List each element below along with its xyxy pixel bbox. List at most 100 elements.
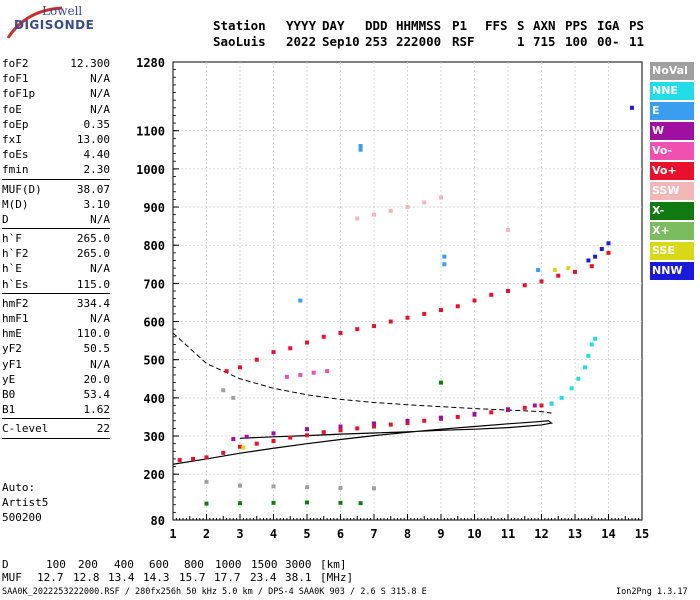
param-name: h`F	[2, 232, 22, 246]
echo-point	[204, 479, 209, 484]
param-group-f-region: foF2 12.300 foF1 N/A foF1p N/A foE N/A foEp 0.35 f…	[2, 56, 110, 178]
muf-1500: 23.4	[250, 571, 277, 584]
echo-point	[191, 456, 196, 461]
echo-point	[556, 273, 561, 278]
echo-point	[244, 434, 249, 439]
param-divider	[2, 292, 110, 294]
echo-point	[539, 279, 544, 284]
param-row: foEp 0.35	[2, 117, 110, 132]
echo-point	[439, 415, 443, 420]
echo-point	[455, 304, 460, 309]
muf-100: 12.7	[37, 571, 64, 584]
x-tick-label: 7	[370, 527, 377, 541]
echo-point	[254, 357, 259, 362]
param-name: fxI	[2, 132, 22, 146]
param-row: fxI 13.00	[2, 132, 110, 147]
y-tick-label: 80	[151, 514, 165, 528]
muf-1000: 17.7	[214, 571, 241, 584]
echo-point	[552, 268, 557, 273]
hdr-year-label: YYYY	[286, 18, 317, 33]
param-value: N/A	[90, 212, 110, 226]
param-divider	[2, 228, 110, 230]
param-value: 2.30	[83, 163, 111, 177]
x-tick-label: 14	[601, 527, 615, 541]
echo-point	[338, 330, 343, 335]
echo-point	[238, 483, 242, 488]
x-tick-label: 9	[437, 527, 444, 541]
echo-point	[522, 405, 527, 410]
echo-point	[532, 403, 537, 408]
echo-point	[472, 298, 477, 303]
autoscale-program: Artist5	[2, 496, 49, 509]
legend-item-ssw: SSW	[650, 182, 694, 200]
param-value: 334.4	[76, 296, 110, 310]
echo-point	[442, 262, 447, 267]
lowell-digisonde-logo: Lowell DIGISONDE	[2, 4, 94, 44]
echo-point	[305, 427, 309, 432]
echo-point	[338, 424, 343, 429]
param-row: h`E N/A	[2, 261, 110, 276]
echo-point	[599, 247, 604, 252]
param-group-confidence: C-level 22	[2, 421, 110, 436]
param-row: foEs 4.40	[2, 147, 110, 162]
y-tick-label: 800	[143, 239, 165, 253]
hdr-doy-value: 253	[365, 34, 388, 49]
legend-item-e: E	[650, 102, 694, 120]
echo-point	[566, 266, 571, 271]
param-name: B1	[2, 403, 16, 417]
echo-point	[573, 269, 577, 274]
echo-point	[358, 143, 363, 148]
muf-400: 13.4	[108, 571, 135, 584]
scaled-parameters-panel: foF2 12.300 foF1 N/A foF1p N/A foE N/A foEp 0.35 f…	[2, 56, 110, 441]
hdr-axn-label: AXN	[533, 18, 556, 33]
echo-point	[593, 254, 598, 259]
param-row: yF2 50.5	[2, 341, 110, 356]
echo-point	[422, 200, 427, 205]
echo-point	[629, 105, 634, 110]
echo-point	[241, 445, 246, 450]
legend-item-w: W	[650, 122, 694, 140]
hdr-ps-value: 11	[629, 34, 645, 49]
echo-point	[506, 227, 510, 232]
echo-point	[569, 386, 574, 391]
echo-point	[298, 372, 303, 377]
distance-600: 600	[149, 558, 169, 571]
x-tick-label: 13	[568, 527, 582, 541]
echo-point	[559, 395, 564, 400]
param-name: foE	[2, 102, 22, 116]
muf-200: 12.8	[73, 571, 100, 584]
echo-point	[284, 374, 289, 379]
param-name: M(D)	[2, 197, 29, 211]
hdr-pps-label: PPS	[565, 18, 588, 33]
hdr-day-label: DAY	[322, 18, 345, 33]
param-value: 38.07	[76, 182, 110, 196]
param-value: N/A	[90, 102, 110, 116]
echo-point	[506, 289, 510, 293]
param-group-profile: hmF2 334.4 hmF1 N/A hmE 110.0 yF2 50.5 yF1 N/A yE 2…	[2, 296, 110, 418]
echo-point	[177, 458, 182, 463]
echo-point	[305, 433, 309, 438]
echo-point	[231, 395, 236, 400]
param-name: fmin	[2, 163, 29, 177]
param-name: C-level	[2, 422, 49, 436]
param-group-virtual-heights: h`F 265.0 h`F2 265.0 h`E N/A h`Es 115.0	[2, 231, 110, 292]
x-tick-label: 3	[236, 527, 243, 541]
distance-800: 800	[184, 558, 204, 571]
echo-point	[372, 486, 376, 491]
param-row: foF2 12.300	[2, 56, 110, 71]
echo-point	[489, 292, 494, 297]
y-tick-label: 200	[143, 468, 165, 482]
echo-point	[422, 418, 427, 423]
electron-density-profile	[172, 420, 554, 465]
param-value: 20.0	[83, 372, 111, 386]
echo-point	[589, 342, 594, 347]
echo-point	[271, 484, 276, 489]
echo-point	[321, 430, 326, 435]
y-tick-label: 400	[143, 392, 165, 406]
file-info: SAA0K_2022253222000.RSF / 280fx256h 50 k…	[2, 587, 427, 597]
hdr-station-label: Station	[213, 18, 266, 33]
doppler-legend: NoVal NNE E W Vo- Vo+ SSW X- X+ SSE NNW	[650, 62, 694, 282]
echo-point	[439, 380, 443, 385]
echo-point	[238, 501, 242, 506]
param-name: h`E	[2, 262, 22, 276]
